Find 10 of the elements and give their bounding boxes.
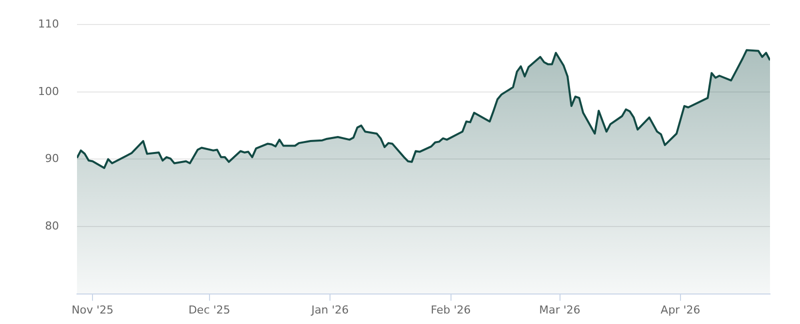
x-tick-label: Apr '26 [660,303,700,316]
x-tick-label: Feb '26 [430,303,471,316]
y-tick-label: 100 [38,84,59,98]
x-tick-label: Dec '25 [188,303,230,316]
x-tick-label: Nov '25 [72,303,114,316]
y-tick-label: 80 [44,219,59,232]
y-tick-label: 110 [38,17,59,30]
x-tick-label: Mar '26 [539,303,580,316]
x-tick-label: Jan '26 [310,303,349,316]
y-tick-label: 90 [44,152,59,166]
